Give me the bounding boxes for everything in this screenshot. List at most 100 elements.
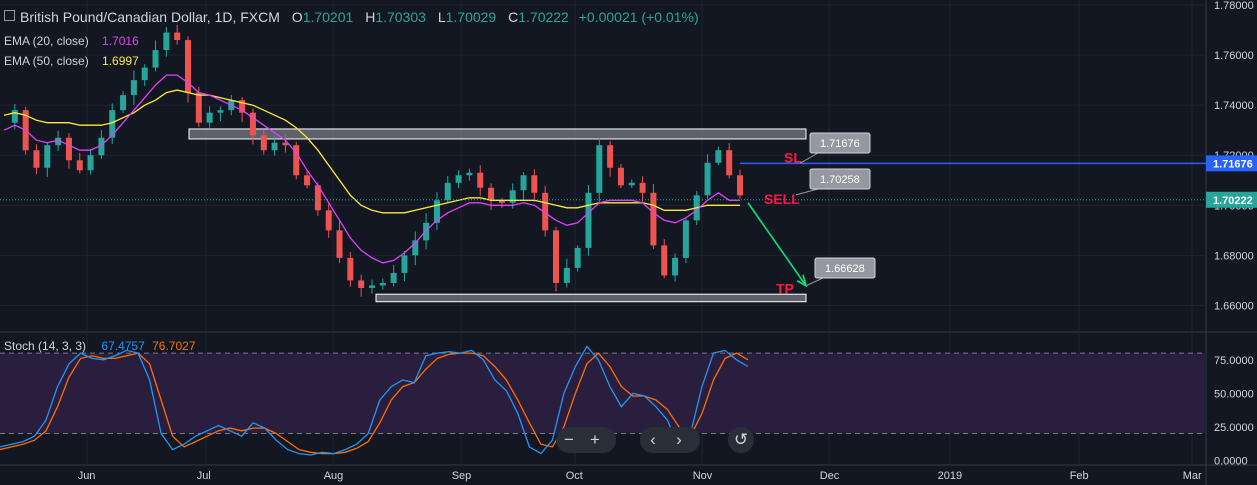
candle-body <box>607 145 614 168</box>
price-tick-label: 1.66000 <box>1214 300 1254 312</box>
candle-body <box>65 137 72 161</box>
scroll-back-button[interactable]: ‹ <box>650 430 656 449</box>
candle-body <box>498 200 505 203</box>
stoch-tick-label: 0.0000 <box>1214 455 1248 467</box>
candle-body <box>206 112 213 123</box>
candle-body <box>120 95 127 111</box>
candle-body <box>325 210 332 231</box>
candle-body <box>390 272 397 283</box>
candle-body <box>617 167 624 186</box>
candle-body <box>574 247 581 268</box>
stoch-tick-label: 50.0000 <box>1214 388 1254 400</box>
candle-body <box>531 175 538 193</box>
candle-body <box>271 142 278 151</box>
candle-body <box>639 182 646 193</box>
candle-body <box>130 80 137 96</box>
sell-callout-box <box>809 168 871 190</box>
candle-body <box>249 112 256 136</box>
sl-label: SL <box>784 149 802 165</box>
candle-body <box>304 175 311 186</box>
candle-body <box>650 192 657 246</box>
candle-body <box>11 110 18 123</box>
low-value: 1.70029 <box>445 9 497 25</box>
candle-body <box>726 150 733 176</box>
candle-body <box>141 67 148 81</box>
trade-annotations: SL SELL TP 1.71676 1.70258 1.66628 <box>0 132 1206 297</box>
current-price-text: 1.70222 <box>1213 195 1253 207</box>
price-tick-label: 1.68000 <box>1214 250 1254 262</box>
ema50-value: 1.6997 <box>102 54 139 68</box>
support-zone <box>375 293 807 303</box>
ema50-line <box>3 89 740 214</box>
zoom-in-button[interactable]: + <box>590 430 600 449</box>
candle-body <box>44 145 51 168</box>
ema20-line <box>3 74 740 264</box>
zoom-out-button[interactable]: − <box>564 430 574 449</box>
tp-callout-text: 1.66628 <box>825 263 865 275</box>
candle-body <box>98 137 105 156</box>
time-tick-label: Aug <box>324 470 344 482</box>
time-tick-label: Sep <box>452 470 472 482</box>
candle-body <box>715 150 722 163</box>
tp-callout-pointer <box>805 277 824 287</box>
axes: 1.780001.760001.740001.720001.700001.680… <box>78 0 1257 482</box>
candle-body <box>87 155 94 171</box>
time-tick-label: Jun <box>78 470 96 482</box>
stochastic-pane <box>0 345 1206 456</box>
candle-body <box>704 162 711 196</box>
candle-body <box>152 50 159 68</box>
candle-body <box>488 187 495 201</box>
sell-label: SELL <box>764 191 800 207</box>
candle-body <box>661 245 668 276</box>
candle-body <box>596 145 603 193</box>
candle-body <box>33 150 40 168</box>
sell-callout-text: 1.70258 <box>820 174 860 186</box>
ema20-legend[interactable]: EMA (20, close) 1.7016 <box>4 34 139 48</box>
ema50-legend[interactable]: EMA (50, close) 1.6997 <box>4 54 139 68</box>
candle-body <box>455 175 462 183</box>
candle-body <box>553 230 559 283</box>
candle-body <box>682 220 689 258</box>
reset-chart-button[interactable]: ↺ <box>733 430 749 449</box>
low-label: L <box>437 9 446 25</box>
collapse-icon[interactable] <box>4 10 15 21</box>
candle-body <box>379 282 386 286</box>
trade-arrow-line <box>747 202 807 287</box>
time-tick-label: Oct <box>566 470 583 482</box>
symbol-title: British Pound/Canadian Dollar, 1D, FXCM <box>20 9 280 25</box>
stoch-d-line <box>0 352 749 455</box>
candle-body <box>477 172 484 188</box>
scroll-forward-button[interactable]: › <box>676 430 682 449</box>
open-label: O <box>291 9 303 25</box>
candle-body <box>737 175 743 196</box>
time-tick-label: Nov <box>693 470 713 482</box>
candle-body <box>509 190 516 203</box>
candle-body <box>336 230 343 258</box>
stoch-tick-label: 25.0000 <box>1214 422 1254 434</box>
candle-body <box>433 200 440 223</box>
candle-body <box>358 280 365 288</box>
candle-body <box>347 257 354 281</box>
candle-body <box>585 192 592 248</box>
price-tick-label: 1.76000 <box>1214 50 1254 62</box>
candle-body <box>314 185 321 211</box>
tp-callout-box <box>814 257 876 279</box>
candle-body <box>628 182 635 186</box>
candle-body <box>401 255 408 273</box>
reset-controls: ↺ <box>728 427 754 453</box>
stoch-legend[interactable]: Stoch (14, 3, 3) 67.4757 76.7027 <box>4 339 196 353</box>
time-tick-label: Feb <box>1070 470 1089 482</box>
sl-callout-box <box>809 132 871 154</box>
ema-lines <box>3 74 740 264</box>
candle-body <box>563 267 570 283</box>
ema20-value: 1.7016 <box>102 34 139 48</box>
stop-loss-price-badge <box>1206 155 1257 172</box>
candle-body <box>174 32 181 41</box>
candle-body <box>672 257 679 276</box>
candle-body <box>217 110 224 113</box>
scroll-controls: ‹ › <box>640 427 700 453</box>
sell-callout-pointer <box>795 188 819 196</box>
resistance-zone <box>188 128 807 140</box>
